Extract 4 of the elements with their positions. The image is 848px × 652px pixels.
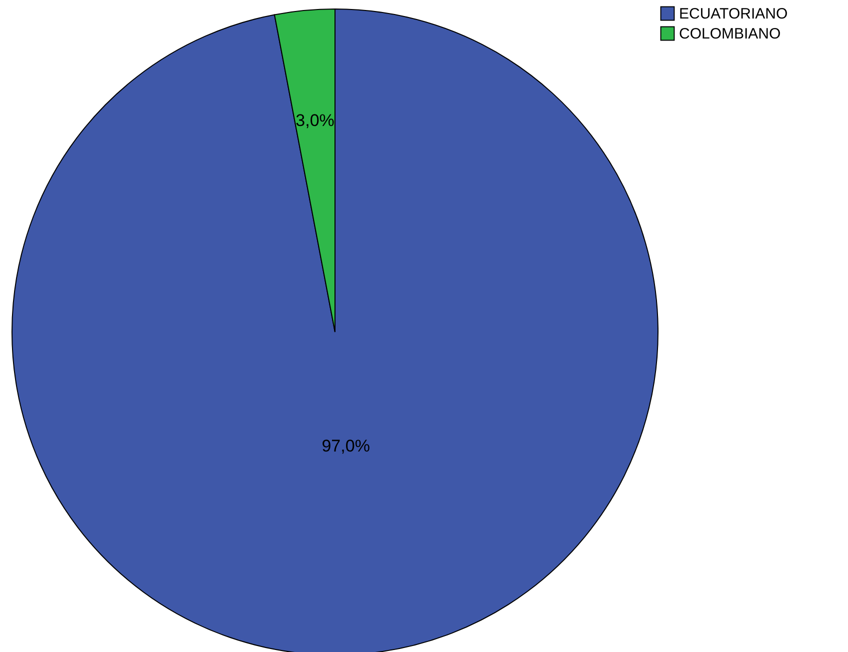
legend-label: ECUATORIANO	[679, 6, 788, 22]
legend-label: COLOMBIANO	[679, 26, 781, 42]
data-label: 3,0%	[296, 110, 334, 130]
data-label: 97,0%	[322, 436, 370, 456]
